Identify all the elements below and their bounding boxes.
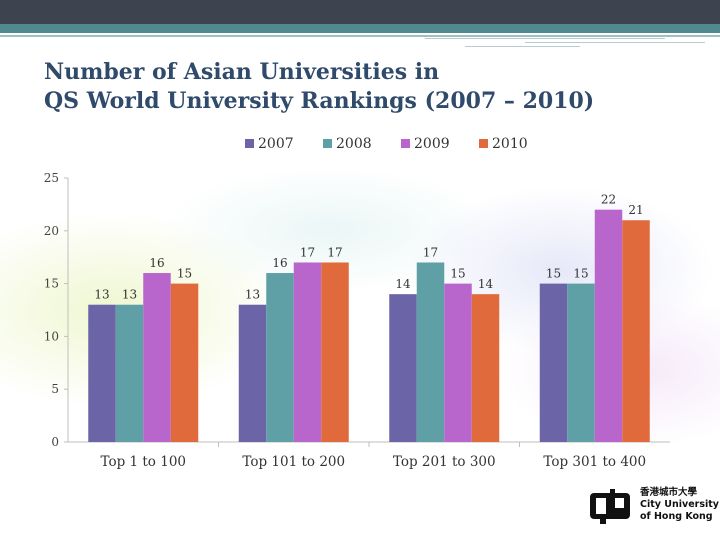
legend-swatch bbox=[245, 139, 254, 148]
y-tick-label: 15 bbox=[44, 277, 59, 291]
bar-data-label: 17 bbox=[300, 245, 315, 259]
slide-title-line-2: QS World University Rankings (2007 – 201… bbox=[44, 88, 595, 114]
bar bbox=[293, 262, 322, 442]
bar-data-label: 15 bbox=[177, 267, 192, 281]
bar-data-label: 17 bbox=[327, 245, 342, 259]
bar bbox=[88, 304, 116, 442]
bar bbox=[622, 220, 650, 442]
x-category-label: Top 301 to 400 bbox=[543, 454, 646, 470]
bar-data-label: 15 bbox=[450, 267, 465, 281]
legend-label: 2010 bbox=[492, 136, 528, 152]
bar bbox=[321, 262, 349, 442]
bar bbox=[266, 273, 294, 442]
bar-data-label: 15 bbox=[546, 267, 561, 281]
bar bbox=[238, 304, 267, 442]
bar-data-label: 16 bbox=[272, 256, 287, 270]
legend-swatch bbox=[401, 139, 410, 148]
bar-data-label: 13 bbox=[245, 288, 260, 302]
logo-english-line-2: of Hong Kong bbox=[640, 511, 713, 522]
cityu-logo-text: 香港城市大學 City University of Hong Kong bbox=[640, 487, 719, 523]
bar-data-label: 13 bbox=[94, 288, 109, 302]
header-dark-bar bbox=[0, 0, 720, 24]
bar-data-label: 17 bbox=[423, 245, 438, 259]
slide-title: Number of Asian Universities in QS World… bbox=[44, 58, 684, 116]
y-tick-label: 0 bbox=[51, 435, 59, 449]
bar-data-label: 14 bbox=[395, 277, 411, 291]
y-tick-label: 25 bbox=[44, 171, 59, 185]
legend-label: 2007 bbox=[258, 136, 294, 152]
cityu-logo-icon bbox=[590, 489, 630, 524]
y-tick-label: 20 bbox=[44, 224, 59, 238]
bar bbox=[471, 294, 500, 442]
bar-data-label: 15 bbox=[573, 267, 588, 281]
bar bbox=[567, 283, 595, 442]
bar bbox=[594, 209, 623, 442]
bar-data-label: 13 bbox=[122, 288, 137, 302]
bar bbox=[539, 283, 568, 442]
bar-data-label: 22 bbox=[601, 193, 616, 207]
x-category-label: Top 101 to 200 bbox=[242, 454, 345, 470]
bar-data-label: 14 bbox=[478, 277, 494, 291]
legend-label: 2009 bbox=[414, 136, 450, 152]
bar bbox=[170, 283, 199, 442]
header-decorative-lines bbox=[425, 36, 720, 48]
slide-title-line-1: Number of Asian Universities in bbox=[44, 59, 440, 85]
header-teal-bar bbox=[0, 24, 720, 33]
bar-data-label: 21 bbox=[628, 203, 643, 217]
bar bbox=[115, 304, 144, 442]
legend-label: 2008 bbox=[336, 136, 372, 152]
y-tick-label: 10 bbox=[44, 329, 59, 343]
logo-english-line-1: City University bbox=[640, 499, 719, 510]
legend-swatch bbox=[479, 139, 488, 148]
bar bbox=[143, 273, 171, 442]
bar-data-label: 16 bbox=[149, 256, 164, 270]
x-category-label: Top 201 to 300 bbox=[393, 454, 496, 470]
bar bbox=[416, 262, 445, 442]
y-tick-label: 5 bbox=[51, 382, 59, 396]
x-category-label: Top 1 to 100 bbox=[100, 454, 186, 470]
legend-swatch bbox=[323, 139, 332, 148]
bar bbox=[444, 283, 472, 442]
bar bbox=[389, 294, 417, 442]
logo-chinese-name: 香港城市大學 bbox=[640, 487, 698, 498]
cityu-logo: 香港城市大學 City University of Hong Kong bbox=[588, 487, 719, 527]
header-divider-line bbox=[0, 35, 720, 37]
